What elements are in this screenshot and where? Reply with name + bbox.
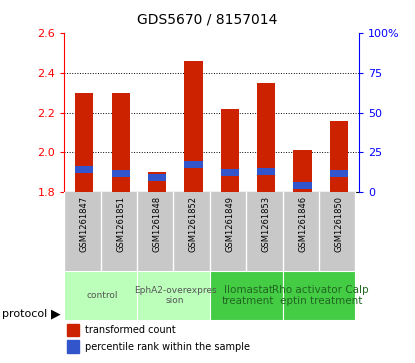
Bar bbox=[221, 109, 239, 192]
Bar bbox=[67, 324, 79, 336]
Bar bbox=[75, 167, 93, 174]
Bar bbox=[330, 121, 348, 192]
Text: EphA2-overexpres
sion: EphA2-overexpres sion bbox=[134, 286, 217, 305]
Text: transformed count: transformed count bbox=[85, 325, 176, 335]
Text: GSM1261852: GSM1261852 bbox=[189, 196, 198, 252]
Text: percentile rank within the sample: percentile rank within the sample bbox=[85, 342, 250, 352]
Bar bbox=[184, 161, 203, 168]
Bar bbox=[148, 172, 166, 192]
Bar bbox=[67, 340, 79, 353]
Bar bbox=[75, 93, 93, 192]
Bar bbox=[283, 270, 355, 320]
Bar bbox=[221, 169, 239, 176]
Bar bbox=[293, 182, 312, 189]
Bar bbox=[137, 270, 210, 320]
Text: GDS5670 / 8157014: GDS5670 / 8157014 bbox=[137, 13, 278, 27]
Text: GSM1261851: GSM1261851 bbox=[116, 196, 125, 252]
Bar bbox=[210, 270, 283, 320]
Text: protocol: protocol bbox=[2, 309, 47, 319]
Text: GSM1261850: GSM1261850 bbox=[334, 196, 344, 252]
Bar bbox=[330, 171, 348, 178]
Text: GSM1261848: GSM1261848 bbox=[153, 196, 161, 252]
Bar bbox=[148, 174, 166, 181]
Bar bbox=[257, 83, 275, 192]
Bar bbox=[184, 61, 203, 192]
Bar bbox=[112, 93, 130, 192]
Text: GSM1261849: GSM1261849 bbox=[225, 196, 234, 252]
Text: llomastat
treatment: llomastat treatment bbox=[222, 285, 274, 306]
Text: GSM1261846: GSM1261846 bbox=[298, 196, 307, 252]
Bar bbox=[293, 151, 312, 192]
Bar bbox=[257, 168, 275, 175]
Bar bbox=[112, 170, 130, 177]
Text: ▶: ▶ bbox=[51, 307, 60, 321]
Text: GSM1261853: GSM1261853 bbox=[262, 196, 271, 252]
Text: Rho activator Calp
eptin treatment: Rho activator Calp eptin treatment bbox=[273, 285, 369, 306]
Bar bbox=[64, 270, 137, 320]
Text: control: control bbox=[87, 291, 118, 300]
Text: GSM1261847: GSM1261847 bbox=[80, 196, 89, 252]
